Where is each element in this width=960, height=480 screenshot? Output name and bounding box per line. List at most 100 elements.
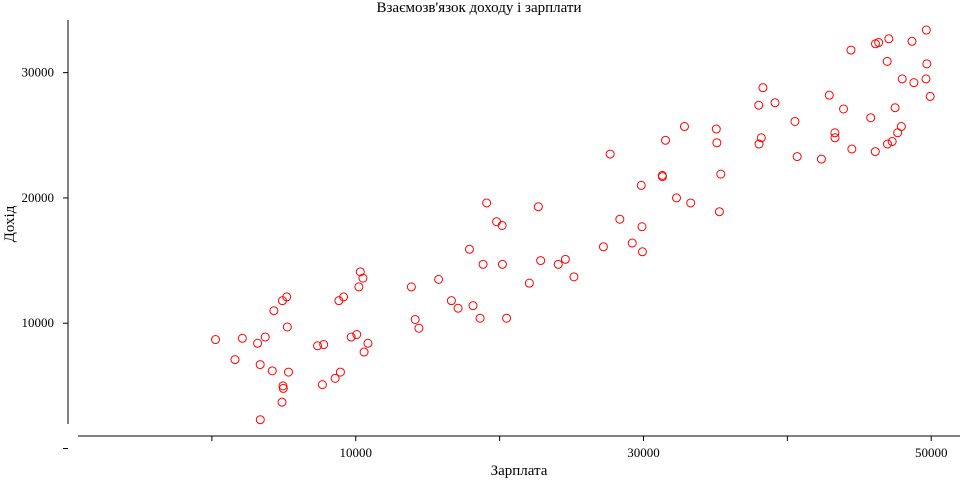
data-point: [533, 202, 543, 212]
data-point: [536, 256, 546, 266]
data-point: [267, 366, 277, 376]
data-point: [756, 133, 766, 143]
data-point: [278, 383, 288, 393]
data-point: [434, 274, 444, 284]
data-point: [866, 113, 876, 123]
data-point: [255, 415, 265, 425]
x-tick-label: 10000: [339, 445, 372, 460]
data-point: [230, 355, 240, 365]
data-point: [714, 207, 724, 217]
y-tick-label: 10000: [22, 315, 55, 330]
data-point: [637, 222, 647, 232]
data-point: [824, 90, 834, 100]
y-tick-label: 20000: [22, 190, 55, 205]
data-point: [605, 149, 615, 159]
data-point: [890, 103, 900, 113]
data-point: [661, 135, 671, 145]
data-point: [874, 38, 884, 48]
data-point: [897, 74, 907, 84]
data-point: [569, 272, 579, 282]
data-point: [335, 367, 345, 377]
data-point: [758, 83, 768, 93]
data-point: [414, 323, 424, 333]
data-point: [637, 247, 647, 257]
data-point: [716, 169, 726, 179]
data-point: [282, 292, 292, 302]
data-point: [524, 278, 534, 288]
data-point: [830, 128, 840, 138]
data-point: [492, 217, 502, 227]
data-point: [830, 133, 840, 143]
data-point: [330, 373, 340, 383]
data-point: [497, 220, 507, 230]
data-point: [283, 367, 293, 377]
data-point: [925, 91, 935, 101]
data-point: [657, 172, 667, 182]
data-point: [352, 330, 362, 340]
x-tick-label: 50000: [915, 445, 948, 460]
data-point: [560, 254, 570, 264]
data-point: [921, 74, 931, 84]
data-point: [475, 313, 485, 323]
data-point: [882, 139, 892, 149]
data-point: [790, 116, 800, 126]
data-point: [921, 25, 931, 35]
data-point: [907, 36, 917, 46]
data-point: [313, 341, 323, 351]
data-point: [406, 282, 416, 292]
data-point: [497, 259, 507, 269]
axes: 10000 30000 50000 10000 20000 30000: [22, 20, 960, 460]
chart-title: Взаємозв'язок доходу і зарплати: [376, 0, 581, 16]
data-point: [679, 122, 689, 132]
data-point: [282, 322, 292, 332]
data-point: [346, 332, 356, 342]
data-point: [754, 139, 764, 149]
data-point: [686, 198, 696, 208]
data-point: [922, 59, 932, 69]
data-point: [446, 296, 456, 306]
data-point: [754, 100, 764, 110]
data-point: [410, 314, 420, 324]
data-point: [317, 380, 327, 390]
data-point: [277, 397, 287, 407]
data-point: [615, 214, 625, 224]
data-point: [884, 34, 894, 44]
x-axis-label: Зарплата: [491, 463, 548, 479]
data-point: [636, 180, 646, 190]
data-point: [453, 303, 463, 313]
data-point: [882, 56, 892, 66]
data-point: [269, 306, 279, 316]
data-point: [711, 124, 721, 134]
data-point: [553, 259, 563, 269]
data-point: [839, 104, 849, 114]
data-point: [211, 335, 221, 345]
data-point: [478, 259, 488, 269]
data-point: [909, 78, 919, 88]
x-tick-label: 30000: [627, 445, 660, 460]
data-point: [359, 347, 369, 357]
data-point: [712, 138, 722, 148]
data-point: [847, 144, 857, 154]
data-point: [255, 360, 265, 370]
y-axis-label: Дохід: [2, 205, 18, 242]
data-point: [816, 154, 826, 164]
data-point: [354, 282, 364, 292]
y-tick-label: 30000: [22, 65, 55, 80]
data-point: [468, 301, 478, 311]
data-point: [339, 292, 349, 302]
data-point: [363, 338, 373, 348]
data-point: [598, 242, 608, 252]
data-point: [464, 244, 474, 254]
data-point: [672, 193, 682, 203]
data-point: [870, 147, 880, 157]
data-point: [355, 267, 365, 277]
data-point: [358, 273, 368, 283]
data-point: [482, 198, 492, 208]
data-point: [792, 152, 802, 162]
data-point: [253, 338, 263, 348]
data-point: [319, 340, 329, 350]
data-point: [260, 332, 270, 342]
data-point: [887, 137, 897, 147]
data-point: [846, 45, 856, 55]
